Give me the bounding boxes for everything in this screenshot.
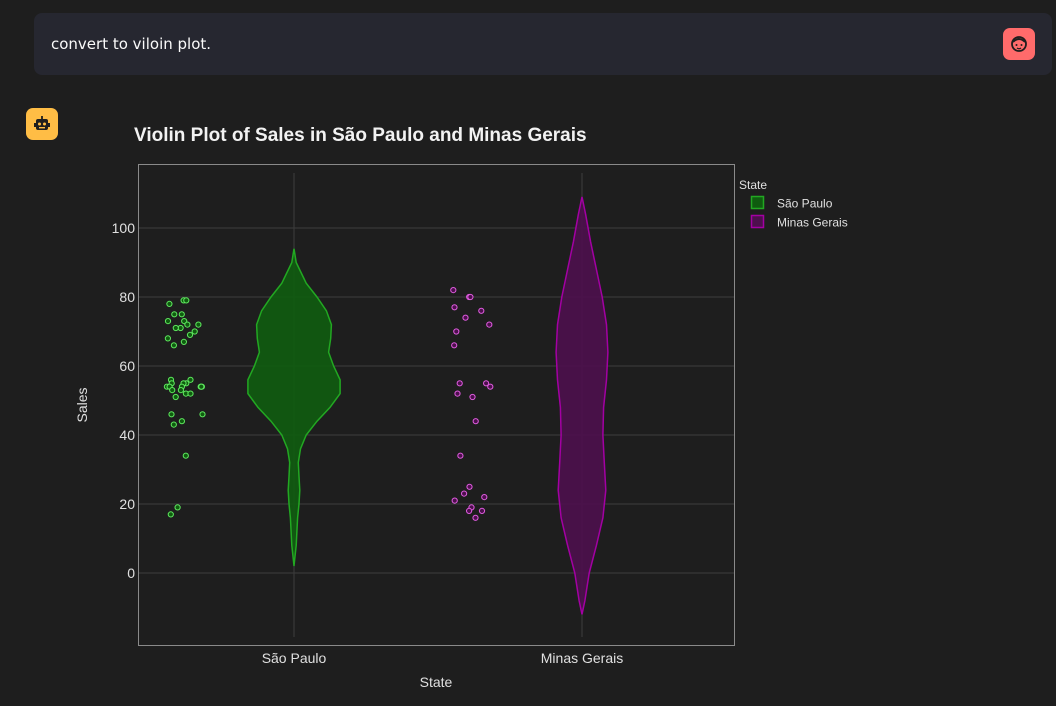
data-point — [167, 511, 174, 518]
data-point — [472, 514, 479, 521]
data-point — [184, 321, 191, 328]
violins — [247, 196, 609, 615]
legend-entry[interactable]: São Paulo — [777, 197, 833, 211]
data-point — [478, 307, 485, 314]
violin-sao-paulo — [247, 248, 341, 567]
data-point — [472, 418, 479, 425]
data-point — [177, 387, 184, 394]
data-point — [170, 421, 177, 428]
data-point — [466, 507, 473, 514]
data-point — [178, 311, 185, 318]
y-tick-label: 0 — [127, 565, 135, 581]
legend-swatch — [750, 214, 765, 229]
data-point — [172, 324, 179, 332]
y-tick-label: 60 — [119, 358, 135, 374]
data-point — [187, 376, 194, 383]
data-point — [451, 304, 458, 311]
data-point — [451, 342, 458, 349]
data-point — [461, 490, 468, 497]
x-axis-ticks: São Paulo Minas Gerais — [262, 650, 624, 666]
data-point — [191, 328, 198, 335]
data-point — [453, 328, 460, 335]
data-point — [183, 297, 190, 304]
data-point — [451, 497, 458, 504]
data-point — [164, 318, 172, 325]
data-point — [486, 321, 493, 328]
data-point — [171, 311, 178, 318]
y-axis-ticks: 0 20 40 60 80 100 — [112, 220, 136, 581]
user-message-bubble: convert to viloin plot. — [34, 13, 1052, 75]
grid-lines — [139, 173, 734, 637]
chart-title: Violin Plot of Sales in São Paulo and Mi… — [134, 125, 587, 146]
y-tick-label: 40 — [119, 427, 135, 443]
user-face-icon — [1011, 36, 1027, 52]
y-axis-label: Sales — [74, 387, 90, 422]
data-point — [166, 300, 173, 307]
data-point — [170, 342, 177, 349]
data-point — [172, 393, 179, 401]
legend-title: State — [739, 178, 767, 192]
y-tick-label: 80 — [119, 289, 135, 305]
user-avatar — [1003, 28, 1035, 60]
data-point — [195, 321, 202, 328]
data-point — [198, 383, 205, 390]
data-point — [469, 393, 476, 401]
data-point — [462, 314, 469, 321]
legend-entry[interactable]: Minas Gerais — [777, 216, 848, 230]
data-point — [450, 287, 457, 294]
user-message-text: convert to viloin plot. — [51, 35, 212, 53]
data-point — [457, 452, 464, 459]
data-point — [483, 380, 490, 387]
data-point — [467, 293, 474, 301]
legend: State São Paulo Minas Gerais — [739, 178, 848, 230]
y-tick-label: 20 — [119, 496, 135, 512]
data-point — [481, 494, 488, 501]
violin-minas-gerais — [555, 196, 609, 615]
data-point — [168, 411, 175, 418]
x-axis-label: State — [420, 674, 453, 690]
data-point — [186, 331, 194, 338]
y-tick-label: 100 — [112, 220, 136, 236]
x-tick-label: São Paulo — [262, 650, 327, 666]
data-point — [180, 338, 187, 345]
data-point — [164, 335, 171, 342]
data-point — [199, 411, 206, 418]
data-point — [487, 383, 494, 390]
data-point — [478, 507, 486, 514]
data-point — [187, 390, 194, 397]
data-point — [169, 387, 176, 394]
data-point — [174, 504, 181, 511]
x-tick-label: Minas Gerais — [541, 650, 623, 666]
legend-swatch — [750, 195, 765, 210]
robot-icon — [34, 116, 50, 130]
data-point — [178, 418, 185, 425]
plot-frame — [138, 164, 735, 646]
data-point — [456, 380, 463, 387]
data-points — [163, 287, 494, 521]
data-point — [466, 483, 473, 490]
data-point — [454, 390, 461, 397]
data-point — [182, 452, 189, 459]
assistant-avatar — [26, 108, 58, 140]
